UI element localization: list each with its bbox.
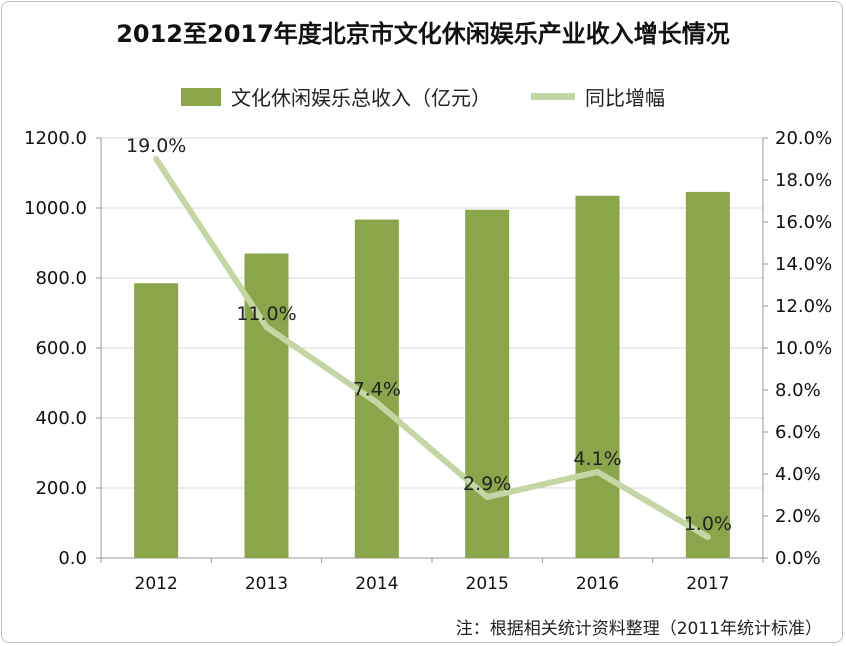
y2-tick-label: 16.0% — [775, 212, 832, 233]
y2-tick-label: 14.0% — [775, 254, 832, 275]
y2-tick-label: 8.0% — [775, 380, 821, 401]
x-tick-label: 2015 — [466, 574, 509, 594]
legend-label-revenue: 文化休闲娱乐总收入（亿元） — [231, 86, 491, 110]
growth-line — [153, 156, 711, 540]
bar — [134, 283, 179, 558]
y2-tick-label: 6.0% — [775, 422, 821, 443]
bar — [354, 219, 399, 559]
x-tick-label: 2013 — [245, 574, 288, 594]
chart-title: 2012至2017年度北京市文化休闲娱乐产业收入增长情况 — [116, 20, 730, 48]
y-tick-label: 200.0 — [35, 478, 87, 499]
y2-tick-label: 12.0% — [775, 296, 832, 317]
legend-swatch-bar — [181, 87, 221, 106]
x-tick-label: 2016 — [576, 574, 619, 594]
y2-tick-label: 10.0% — [775, 338, 832, 359]
y-tick-label: 600.0 — [35, 338, 87, 359]
y2-tick-label: 2.0% — [775, 506, 821, 527]
legend-item-growth: 同比增幅 — [531, 82, 665, 111]
bar — [575, 195, 620, 558]
y2-tick-label: 0.0% — [775, 548, 821, 569]
chart-legend: 文化休闲娱乐总收入（亿元） 同比增幅 — [0, 82, 846, 111]
legend-item-revenue: 文化休闲娱乐总收入（亿元） — [181, 82, 491, 111]
x-tick-label: 2012 — [135, 574, 178, 594]
x-tick-label: 2014 — [355, 574, 398, 594]
y2-tick-label: 18.0% — [775, 170, 832, 191]
y-tick-label: 0.0 — [58, 548, 87, 569]
data-label: 4.1% — [573, 448, 621, 470]
y-tick-label: 800.0 — [35, 268, 87, 289]
legend-swatch-line — [531, 93, 575, 100]
data-label: 11.0% — [236, 303, 296, 325]
data-label: 1.0% — [684, 513, 732, 535]
bar — [685, 191, 730, 558]
data-label: 19.0% — [126, 135, 186, 157]
legend-label-growth: 同比增幅 — [585, 86, 665, 110]
y2-tick-label: 4.0% — [775, 464, 821, 485]
y-tick-label: 1000.0 — [24, 198, 87, 219]
y-tick-label: 1200.0 — [24, 128, 87, 149]
source-note: 注：根据相关统计资料整理（2011年统计标准） — [455, 619, 822, 639]
y2-tick-label: 20.0% — [775, 128, 832, 149]
data-label: 7.4% — [353, 379, 401, 401]
y-tick-label: 400.0 — [35, 408, 87, 429]
data-label: 2.9% — [463, 473, 511, 495]
bar — [465, 209, 510, 558]
x-tick-label: 2017 — [686, 574, 729, 594]
